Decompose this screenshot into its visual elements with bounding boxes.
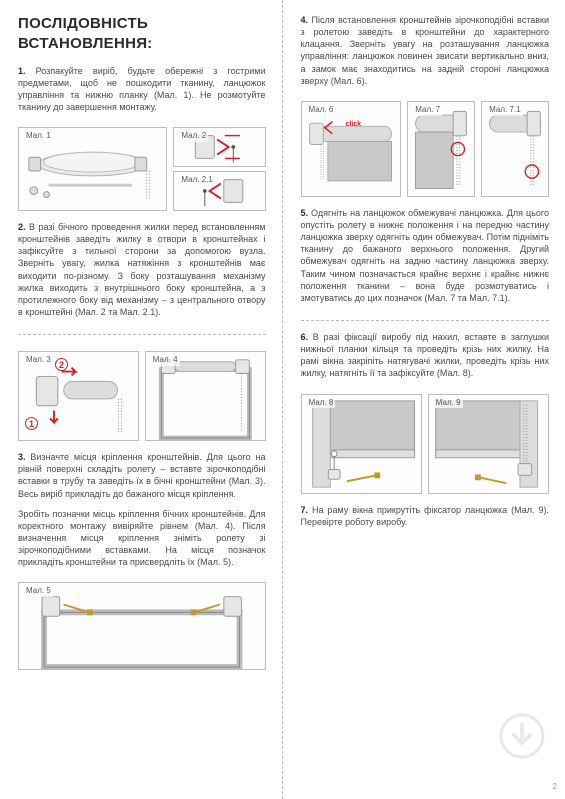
figure-2-label: Мал. 2 (179, 131, 208, 142)
step-7: 7. На раму вікна прикрутіть фіксатор лан… (301, 504, 550, 528)
step-1: 1. Розпакуйте виріб, будьте обережні з г… (18, 65, 266, 114)
step-5-text: Одягніть на ланцюжок обмежувачі ланцюжка… (301, 208, 550, 303)
page-title: ПОСЛІДОВНІСТЬ ВСТАНОВЛЕННЯ: (18, 14, 266, 55)
step-3-num: 3. (18, 452, 26, 462)
figure-4-label: Мал. 4 (151, 355, 180, 366)
figure-8-svg (302, 395, 421, 493)
figure-1-label: Мал. 1 (24, 131, 53, 142)
step-4-text: Після встановлення кронштейнів зірочкопо… (301, 15, 550, 86)
figure-8-label: Мал. 8 (307, 398, 336, 409)
left-divider (18, 334, 266, 335)
figure-7-svg (408, 102, 474, 196)
figure-9: Мал. 9 (428, 394, 549, 494)
left-column: ПОСЛІДОВНІСТЬ ВСТАНОВЛЕННЯ: 1. Розпакуйт… (0, 0, 283, 799)
step-2: 2. В разі бічного проведення жилки перед… (18, 221, 266, 318)
figure-7-1-svg (482, 102, 548, 196)
step-6-text: В разі фіксації виробу під нахил, вставт… (301, 332, 550, 378)
step-6-num: 6. (301, 332, 309, 342)
step-5: 5. Одягніть на ланцюжок обмежувачі ланцю… (301, 207, 550, 304)
figure-6: Мал. 6 click (301, 101, 402, 197)
step-1-num: 1. (18, 66, 26, 76)
figure-7-1: Мал. 7.1 (481, 101, 549, 197)
figure-1: Мал. 1 (18, 127, 167, 211)
figure-2: Мал. 2 (173, 127, 265, 167)
figure-3-label: Мал. 3 (24, 355, 53, 366)
click-label: click (346, 120, 362, 129)
step-3a-text: Визначте місця кріплення кронштейнів. Дл… (18, 452, 266, 498)
figure-6-label: Мал. 6 (307, 105, 336, 116)
page-number: 2 (553, 782, 557, 793)
step-7-text: На раму вікна прикрутіть фіксатор ланцюж… (301, 505, 550, 527)
figure-5: Мал. 5 (18, 582, 266, 670)
step-4: 4. Після встановлення кронштейнів зірочк… (301, 14, 550, 87)
step-4-num: 4. (301, 15, 309, 25)
figure-9-label: Мал. 9 (434, 398, 463, 409)
figure-5-label: Мал. 5 (24, 586, 53, 597)
right-divider (301, 320, 550, 321)
step-3a: 3. Визначте місця кріплення кронштейнів.… (18, 451, 266, 500)
figure-9-svg (429, 395, 548, 493)
right-column: 4. Після встановлення кронштейнів зірочк… (283, 0, 565, 799)
figure-8: Мал. 8 (301, 394, 422, 494)
watermark-icon (499, 713, 545, 759)
step-1-text: Розпакуйте виріб, будьте обережні з гост… (18, 66, 266, 112)
step-5-num: 5. (301, 208, 309, 218)
figure-4: Мал. 4 (145, 351, 266, 441)
figure-7-1-label: Мал. 7.1 (487, 105, 522, 116)
step-6: 6. В разі фіксації виробу під нахил, вст… (301, 331, 550, 380)
figure-5-svg (19, 583, 265, 669)
step-7-num: 7. (301, 505, 309, 515)
figure-7-label: Мал. 7 (413, 105, 442, 116)
step-2-text: В разі бічного проведення жилки перед вс… (18, 222, 266, 317)
step-3b: Зробіть позначки місць кріплення бічних … (18, 508, 266, 569)
step-2-num: 2. (18, 222, 26, 232)
figure-2-1-label: Мал. 2.1 (179, 175, 214, 186)
figure-3: Мал. 3 1 2 (18, 351, 139, 441)
figure-7: Мал. 7 (407, 101, 475, 197)
figure-2-1: Мал. 2.1 (173, 171, 265, 211)
figure-6-svg (302, 102, 401, 196)
